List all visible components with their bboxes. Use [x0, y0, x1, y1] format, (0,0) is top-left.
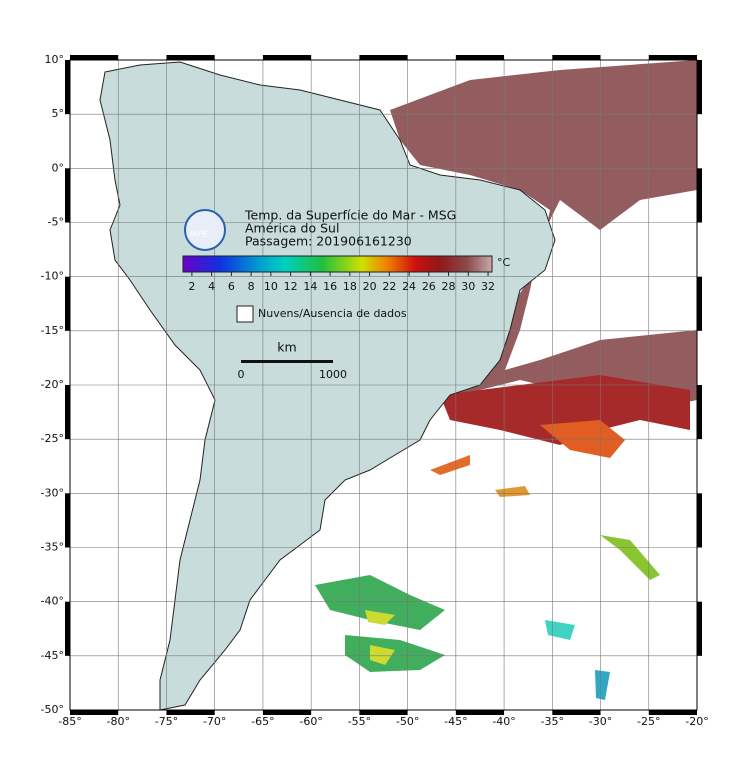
colorbar-tick-label: 26: [422, 280, 436, 293]
x-tick-label: -85°: [58, 715, 81, 728]
frame-segment: [65, 60, 70, 115]
colorbar-tick-label: 12: [284, 280, 298, 293]
colorbar-tick-label: 30: [461, 280, 475, 293]
y-tick-label: -15°: [41, 324, 64, 337]
frame-border: [65, 55, 702, 715]
frame-segment: [455, 710, 505, 715]
colorbar-tick-label: 8: [248, 280, 255, 293]
subtitle: América do Sul: [245, 221, 339, 236]
colorbar-tick-label: 28: [442, 280, 456, 293]
colorbar-tick-label: 16: [323, 280, 337, 293]
scale-unit: km: [277, 340, 296, 355]
frame-segment: [70, 710, 119, 715]
x-tick-label: -20°: [685, 715, 708, 728]
frame-segment: [65, 601, 70, 656]
frame-segment: [70, 55, 119, 60]
colorbar-tick-label: 14: [303, 280, 317, 293]
colorbar: [182, 255, 493, 273]
y-tick-label: -40°: [41, 595, 64, 608]
colorbar-tick-label: 22: [382, 280, 396, 293]
y-tick-label: -20°: [41, 378, 64, 391]
no-data-swatch: [236, 305, 254, 323]
frame-segment: [648, 55, 697, 60]
colorbar-tick-label: 6: [228, 280, 235, 293]
colorbar-tick-label: 24: [402, 280, 416, 293]
x-tick-label: -75°: [155, 715, 178, 728]
frame-segment: [648, 710, 697, 715]
y-tick-label: -35°: [41, 541, 64, 554]
frame-segment: [697, 493, 702, 548]
colorbar-tick-label: 20: [363, 280, 377, 293]
frame-segment: [697, 60, 702, 115]
colorbar-unit: °C: [497, 256, 511, 269]
frame-segment: [166, 55, 215, 60]
x-tick-label: -55°: [348, 715, 371, 728]
frame-segment: [455, 55, 505, 60]
x-tick-label: -30°: [589, 715, 612, 728]
colorbar-tick-label: 10: [264, 280, 278, 293]
frame-segment: [359, 710, 408, 715]
frame-segment: [166, 710, 215, 715]
logo: INPE: [190, 230, 209, 239]
legend: INPE Temp. da Superfície do Mar - MSG Am…: [182, 208, 511, 381]
pass-time: Passagem: 201906161230: [245, 234, 412, 249]
x-tick-label: -65°: [251, 715, 274, 728]
frame-segment: [697, 168, 702, 223]
title: Temp. da Superfície do Mar - MSG: [244, 208, 456, 223]
y-tick-label: -5°: [48, 216, 64, 229]
colorbar-tick-label: 18: [343, 280, 357, 293]
frame-segment: [65, 276, 70, 331]
y-tick-label: 10°: [45, 53, 65, 66]
x-tick-label: -45°: [444, 715, 467, 728]
y-tick-label: -30°: [41, 486, 64, 499]
y-tick-label: 0°: [52, 161, 65, 174]
axis-labels: -85° -80° -75° -70° -65° -60° -55° -50° -45° -40°…: [41, 53, 709, 728]
x-tick-label: -70°: [203, 715, 226, 728]
frame-segment: [697, 385, 702, 440]
colorbar-tick-label: 32: [481, 280, 495, 293]
scale-bar: [241, 360, 333, 363]
frame-segment: [65, 168, 70, 223]
y-tick-label: -45°: [41, 649, 64, 662]
colorbar-tick-label: 4: [208, 280, 215, 293]
x-tick-label: -50°: [396, 715, 419, 728]
frame-segment: [262, 55, 312, 60]
colorbar-tick-label: 2: [188, 280, 195, 293]
y-tick-label: 5°: [52, 107, 65, 120]
x-tick-label: -60°: [299, 715, 322, 728]
frame-segment: [65, 493, 70, 548]
frame-segment: [65, 385, 70, 440]
no-data-label: Nuvens/Ausencia de dados: [258, 307, 407, 320]
colorbar-ticks: 2 4 6 8 10 12 14 16 18 20 22 24 26 28 30 32: [188, 272, 495, 293]
graticule: [69, 59, 698, 711]
scale-label: 0: [238, 368, 245, 381]
logo-icon: [184, 209, 226, 251]
x-tick-label: -40°: [492, 715, 515, 728]
frame-segment: [359, 55, 408, 60]
frame-segment: [697, 276, 702, 331]
x-tick-label: -25°: [637, 715, 660, 728]
frame-segment: [552, 55, 601, 60]
y-tick-label: -25°: [41, 432, 64, 445]
frame-segment: [552, 710, 601, 715]
scale-label: 1000: [319, 368, 347, 381]
y-tick-label: -50°: [41, 703, 64, 716]
frame-segment: [262, 710, 312, 715]
x-tick-label: -35°: [541, 715, 564, 728]
frame-segment: [697, 601, 702, 656]
x-tick-label: -80°: [106, 715, 129, 728]
y-tick-label: -10°: [41, 270, 64, 283]
